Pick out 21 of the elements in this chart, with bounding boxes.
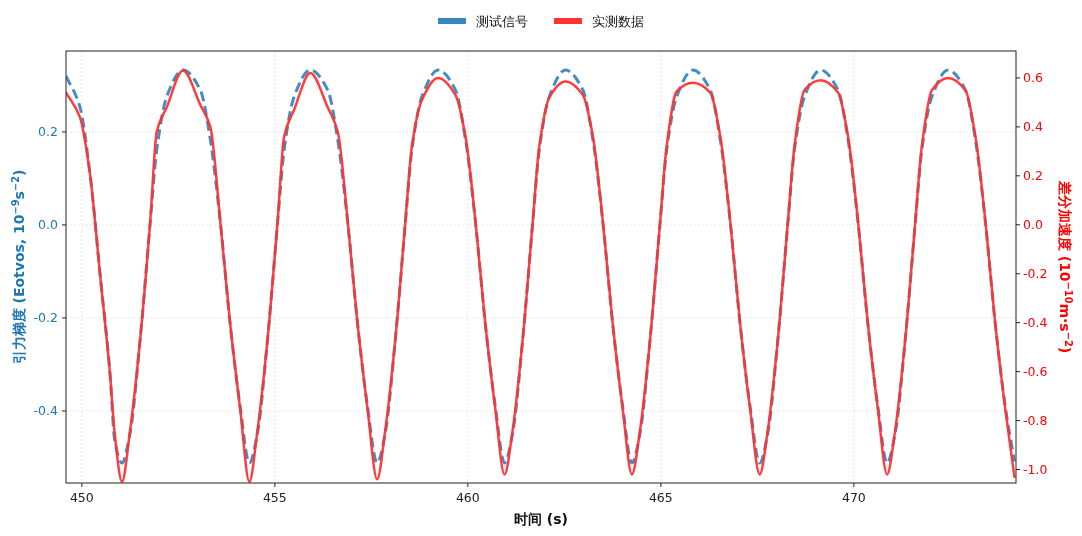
x-tick-label: 455: [262, 490, 287, 505]
y-tick-label: -0.4: [33, 403, 59, 419]
y-tick-label: 0.2: [38, 124, 58, 140]
y2-tick-label: 0.0: [1023, 217, 1043, 233]
x-tick-label: 465: [648, 490, 673, 505]
legend-label: 实测数据: [592, 14, 644, 29]
y2-tick-label: 0.2: [1023, 168, 1043, 184]
y2-tick-label: -1.0: [1023, 462, 1048, 478]
y2-tick-label: 0.4: [1023, 119, 1043, 135]
y2-tick-label: -0.2: [1023, 266, 1048, 282]
y2-tick-label: -0.4: [1023, 315, 1048, 331]
x-tick-label: 450: [69, 490, 94, 505]
x-tick-label: 470: [841, 490, 866, 505]
y-tick-label: 0.0: [38, 217, 59, 233]
y-tick-label: -0.2: [33, 310, 58, 326]
x-tick-label: 460: [455, 490, 480, 505]
y2-tick-label: 0.6: [1023, 70, 1043, 86]
x-axis-title: 时间 (s): [513, 511, 569, 527]
y2-tick-label: -0.6: [1023, 364, 1048, 380]
legend-label: 测试信号: [476, 14, 528, 29]
y2-tick-label: -0.8: [1023, 413, 1048, 429]
